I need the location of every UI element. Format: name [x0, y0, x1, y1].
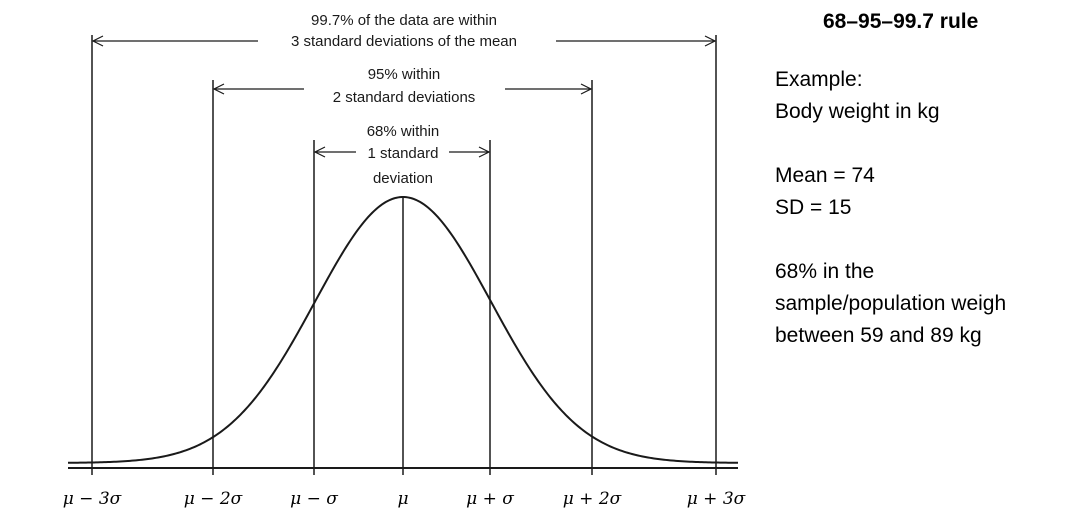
range3-label-line2: 3 standard deviations of the mean [291, 33, 517, 50]
tick-label-mean: μ [397, 489, 408, 509]
result-line-1: 68% in the [775, 260, 875, 283]
example-label: Example: [775, 68, 863, 91]
range1-label-line1: 68% within [367, 123, 440, 140]
mean-value: Mean = 74 [775, 164, 875, 187]
tick-label-minus-1sigma: μ − σ [290, 489, 338, 509]
arrow-2sigma [212, 83, 593, 95]
range3-label-line1: 99.7% of the data are within [311, 12, 497, 29]
example-panel: 68–95–99.7 rule Example: Body weight in … [775, 0, 1066, 530]
tick-label-plus-1sigma: μ + σ [466, 489, 514, 509]
normal-distribution-diagram: 99.7% of the data are within 3 standard … [63, 12, 746, 509]
range1-label-line3: deviation [373, 170, 433, 187]
result-line-2: sample/population weigh [775, 292, 1007, 315]
sd-value: SD = 15 [775, 196, 852, 219]
range2-label-line2: 2 standard deviations [333, 89, 476, 106]
result-line-3: between 59 and 89 kg [775, 324, 982, 347]
example-description: Body weight in kg [775, 100, 940, 123]
tick-label-minus-2sigma: μ − 2σ [184, 489, 243, 509]
arrow-3sigma [91, 35, 717, 47]
panel-title: 68–95–99.7 rule [823, 10, 979, 33]
tick-label-plus-2sigma: μ + 2σ [563, 489, 622, 509]
range1-label-line2: 1 standard [368, 145, 439, 162]
tick-label-plus-3sigma: μ + 3σ [687, 489, 746, 509]
tick-label-minus-3sigma: μ − 3σ [63, 489, 122, 509]
arrow-1sigma [313, 146, 491, 158]
range2-label-line1: 95% within [368, 66, 441, 83]
